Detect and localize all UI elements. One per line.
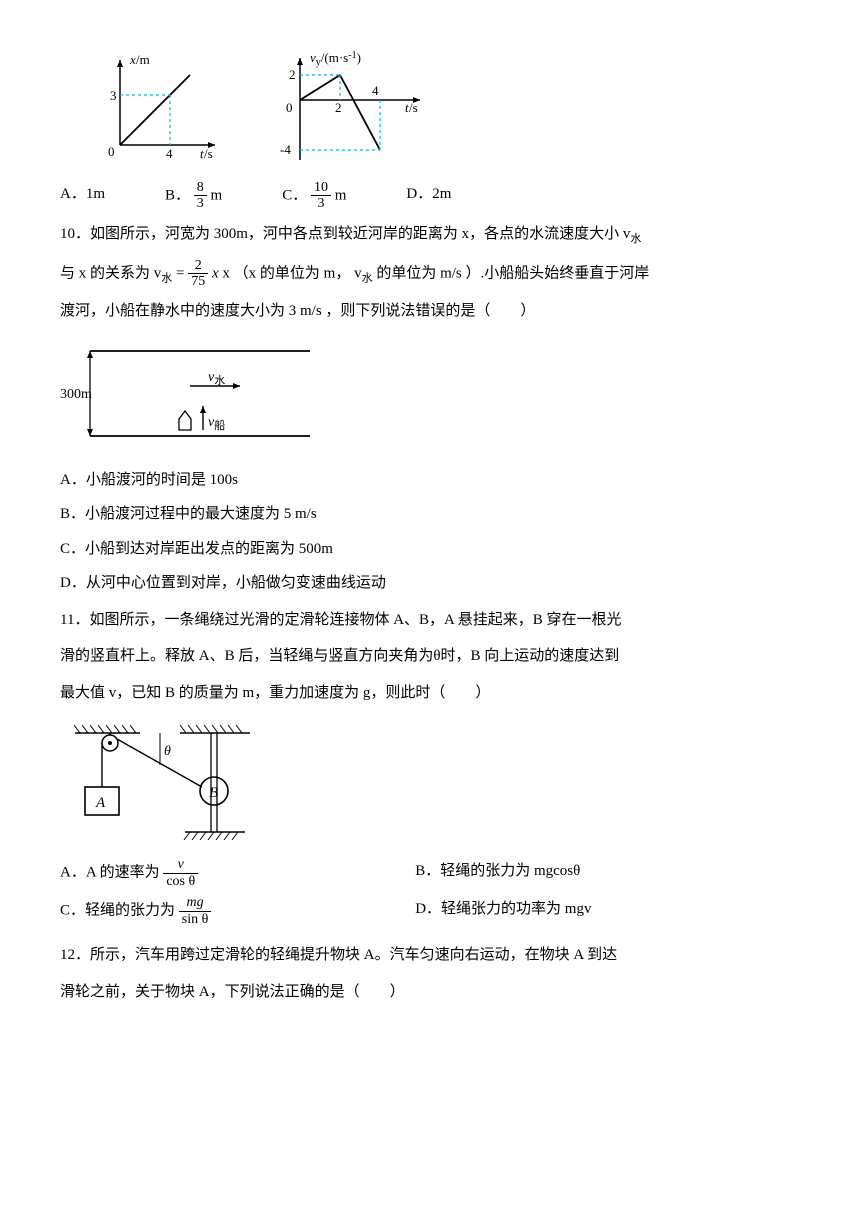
option-c: C．轻绳的张力为 mgsin θ — [60, 895, 415, 927]
q10-options: A．小船渡河的时间是 100s B．小船渡河过程中的最大速度为 5 m/s C．… — [60, 466, 800, 598]
svg-text:B: B — [209, 785, 218, 801]
svg-text:4: 4 — [166, 146, 173, 160]
q10-stem-3: 渡河，小船在静水中的速度大小为 3 m/s ，则下列说法错误的是（ ） — [60, 297, 800, 326]
q12-stem-1: 12．所示，汽车用跨过定滑轮的轻绳提升物块 A。汽车匀速向右运动，在物块 A 到… — [60, 941, 800, 970]
q11-stem-2: 滑的竖直杆上。释放 A、B 后，当轻绳与竖直方向夹角为θ时，B 向上运动的速度达… — [60, 642, 800, 671]
svg-text:v水: v水 — [208, 370, 225, 387]
svg-text:300m: 300m — [60, 387, 92, 402]
q11-diagram: A B θ — [60, 717, 800, 847]
option-d: D．从河中心位置到对岸，小船做匀变速曲线运动 — [60, 569, 800, 598]
option-b: B．轻绳的张力为 mgcosθ — [415, 857, 770, 889]
svg-text:2: 2 — [335, 100, 342, 115]
option-d: D．2m — [406, 180, 451, 212]
svg-text:/s: /s — [204, 146, 213, 160]
q10-stem: 10．如图所示，河宽为 300m，河中各点到较近河岸的距离为 x，各点的水流速度… — [60, 220, 800, 250]
option-c: C． 103 m — [282, 180, 346, 212]
svg-text:-4: -4 — [280, 142, 291, 157]
option-a: A．A 的速率为 vcos θ — [60, 857, 415, 889]
q10-diagram: 300m v水 v船 — [60, 336, 800, 456]
chart-vy: vy/(m·s-1) 2 0 2 4 t /s -4 — [270, 50, 440, 170]
svg-text:0: 0 — [108, 144, 115, 159]
svg-text:x: x — [129, 52, 136, 67]
q10-stem-2: 与 x 的关系为 v水 = 275 x x （x 的单位为 m， v水 的单位为… — [60, 258, 800, 290]
q12-stem-2: 滑轮之前，关于物块 A，下列说法正确的是（ ） — [60, 978, 800, 1007]
q11-options: A．A 的速率为 vcos θ B．轻绳的张力为 mgcosθ C．轻绳的张力为… — [60, 857, 800, 933]
svg-text:v船: v船 — [208, 415, 225, 432]
q11-stem-3: 最大值 v，已知 B 的质量为 m，重力加速度为 g，则此时（ ） — [60, 679, 800, 708]
option-a: A．小船渡河的时间是 100s — [60, 466, 800, 495]
option-b: B． 83 m — [165, 180, 222, 212]
svg-text:/s: /s — [409, 100, 418, 115]
q9-figures: x /m 3 0 4 t /s vy/(m·s-1) 2 0 2 4 t /s … — [100, 50, 800, 170]
svg-text:4: 4 — [372, 83, 379, 98]
option-d: D．轻绳张力的功率为 mgv — [415, 895, 770, 927]
chart-xm: x /m 3 0 4 t /s — [100, 50, 230, 160]
option-a: A．1m — [60, 180, 105, 212]
svg-text:θ: θ — [164, 744, 171, 759]
svg-text:0: 0 — [286, 100, 293, 115]
q9-options: A．1m B． 83 m C． 103 m D．2m — [60, 180, 800, 212]
svg-text:2: 2 — [289, 67, 296, 82]
q11-stem-1: 11．如图所示，一条绳绕过光滑的定滑轮连接物体 A、B，A 悬挂起来，B 穿在一… — [60, 606, 800, 635]
svg-text:/m: /m — [136, 52, 150, 67]
option-b: B．小船渡河过程中的最大速度为 5 m/s — [60, 500, 800, 529]
svg-text:3: 3 — [110, 88, 117, 103]
svg-text:vy/(m·s-1): vy/(m·s-1) — [310, 50, 361, 68]
svg-text:A: A — [95, 795, 106, 811]
option-c: C．小船到达对岸距出发点的距离为 500m — [60, 535, 800, 564]
